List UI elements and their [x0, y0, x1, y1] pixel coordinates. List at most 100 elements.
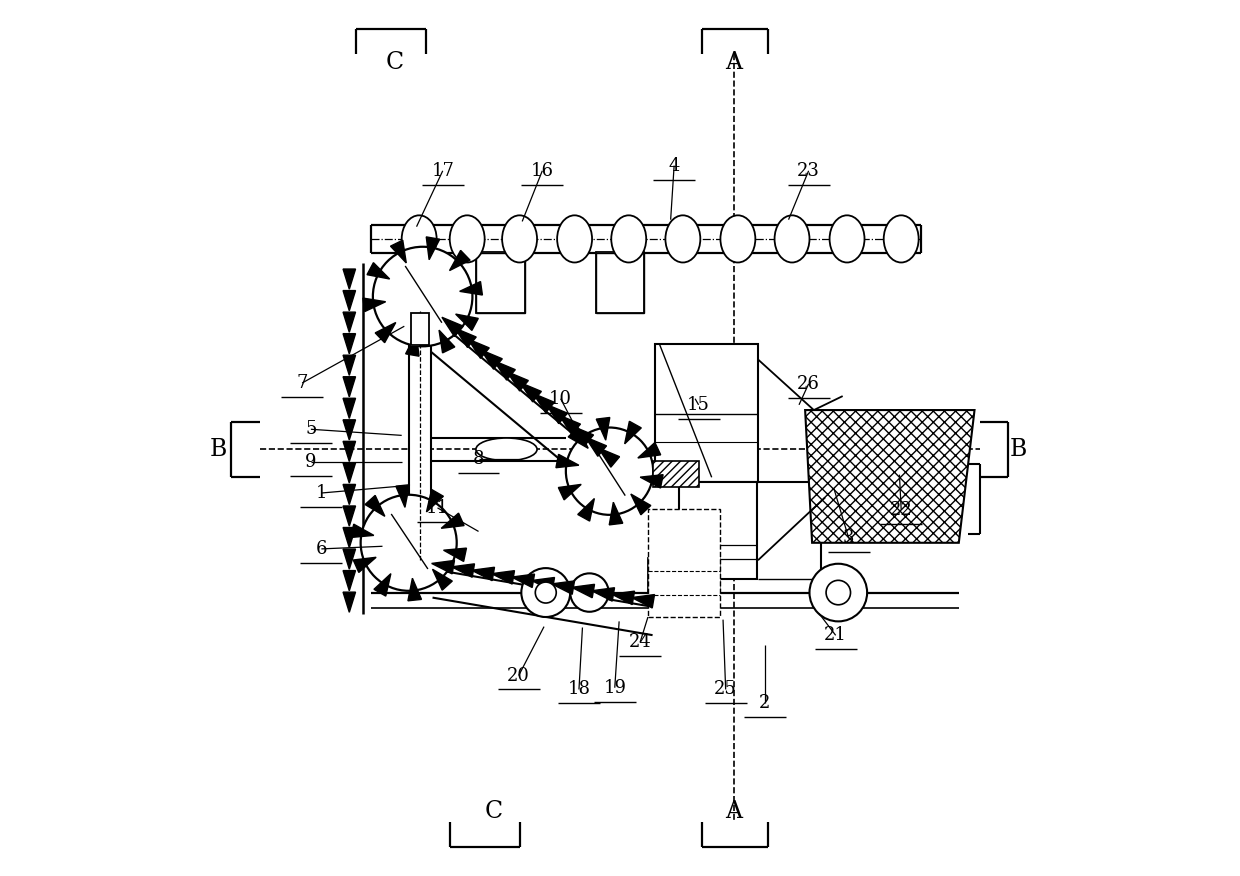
Circle shape — [810, 564, 867, 621]
Text: 22: 22 — [890, 500, 913, 519]
Text: 2: 2 — [759, 695, 770, 712]
Circle shape — [570, 574, 609, 611]
Polygon shape — [343, 527, 356, 548]
Polygon shape — [631, 494, 651, 515]
Polygon shape — [367, 263, 389, 279]
Polygon shape — [444, 548, 466, 562]
Polygon shape — [427, 490, 444, 512]
Text: 7: 7 — [296, 374, 308, 392]
Polygon shape — [374, 574, 391, 596]
Polygon shape — [625, 421, 641, 444]
Text: 8: 8 — [472, 450, 485, 468]
Text: 4: 4 — [668, 157, 680, 174]
Ellipse shape — [557, 215, 591, 263]
Text: B: B — [1009, 438, 1027, 461]
Polygon shape — [481, 350, 502, 370]
Polygon shape — [353, 557, 376, 572]
Text: 9: 9 — [305, 453, 316, 470]
Polygon shape — [559, 415, 580, 434]
Bar — [409, 311, 432, 561]
Bar — [412, 313, 429, 344]
Polygon shape — [343, 592, 356, 612]
Polygon shape — [467, 339, 490, 358]
Polygon shape — [405, 334, 419, 357]
Text: 15: 15 — [687, 396, 711, 413]
Circle shape — [373, 247, 472, 346]
Polygon shape — [343, 291, 356, 311]
Ellipse shape — [476, 438, 537, 461]
Text: 25: 25 — [714, 681, 737, 698]
Text: C: C — [386, 51, 404, 74]
Polygon shape — [396, 484, 409, 507]
Polygon shape — [441, 317, 464, 336]
Text: 18: 18 — [568, 681, 590, 698]
Polygon shape — [460, 281, 482, 295]
Polygon shape — [611, 591, 635, 604]
Polygon shape — [351, 524, 373, 538]
Polygon shape — [432, 561, 455, 574]
Ellipse shape — [666, 215, 701, 263]
Bar — [653, 461, 698, 487]
Polygon shape — [494, 361, 516, 380]
Polygon shape — [532, 577, 554, 591]
Polygon shape — [609, 502, 622, 525]
Polygon shape — [455, 314, 479, 330]
Text: B: B — [210, 438, 227, 461]
Polygon shape — [805, 410, 975, 543]
Polygon shape — [343, 399, 356, 419]
Polygon shape — [507, 371, 528, 391]
Polygon shape — [343, 355, 356, 375]
Circle shape — [826, 580, 851, 604]
Ellipse shape — [884, 215, 919, 263]
Text: 19: 19 — [604, 679, 626, 696]
Bar — [649, 558, 719, 592]
Polygon shape — [591, 588, 615, 601]
Polygon shape — [572, 584, 594, 597]
Text: 26: 26 — [797, 375, 820, 392]
Text: 6: 6 — [316, 540, 327, 558]
Text: 10: 10 — [549, 390, 572, 407]
Polygon shape — [439, 330, 455, 353]
Polygon shape — [363, 298, 386, 312]
Circle shape — [361, 495, 456, 590]
Polygon shape — [568, 427, 588, 449]
Bar — [595, 252, 645, 313]
Polygon shape — [596, 418, 610, 440]
Ellipse shape — [775, 215, 810, 263]
Polygon shape — [391, 240, 407, 263]
Polygon shape — [450, 251, 470, 271]
Circle shape — [521, 569, 570, 617]
Polygon shape — [455, 328, 476, 348]
Polygon shape — [343, 377, 356, 397]
Bar — [678, 482, 758, 579]
Polygon shape — [343, 442, 356, 462]
Circle shape — [536, 582, 557, 603]
Text: 11: 11 — [427, 498, 449, 517]
Polygon shape — [343, 312, 356, 332]
Text: 23: 23 — [797, 162, 820, 180]
Text: 17: 17 — [432, 162, 454, 180]
Polygon shape — [640, 475, 663, 488]
Polygon shape — [512, 574, 534, 588]
Text: 20: 20 — [507, 667, 531, 684]
Polygon shape — [552, 581, 574, 594]
Ellipse shape — [830, 215, 864, 263]
Ellipse shape — [402, 215, 436, 263]
Ellipse shape — [720, 215, 755, 263]
Polygon shape — [585, 437, 606, 456]
Polygon shape — [578, 498, 594, 521]
Polygon shape — [631, 595, 655, 608]
Ellipse shape — [502, 215, 537, 263]
Text: 16: 16 — [531, 162, 554, 180]
Bar — [476, 252, 525, 313]
Polygon shape — [441, 513, 464, 528]
Text: A: A — [725, 51, 742, 74]
Ellipse shape — [611, 215, 646, 263]
Ellipse shape — [450, 215, 485, 263]
Bar — [649, 509, 719, 617]
Polygon shape — [427, 237, 440, 259]
Text: 5: 5 — [305, 420, 316, 438]
Polygon shape — [533, 393, 554, 413]
Polygon shape — [433, 569, 453, 590]
Polygon shape — [546, 405, 568, 424]
